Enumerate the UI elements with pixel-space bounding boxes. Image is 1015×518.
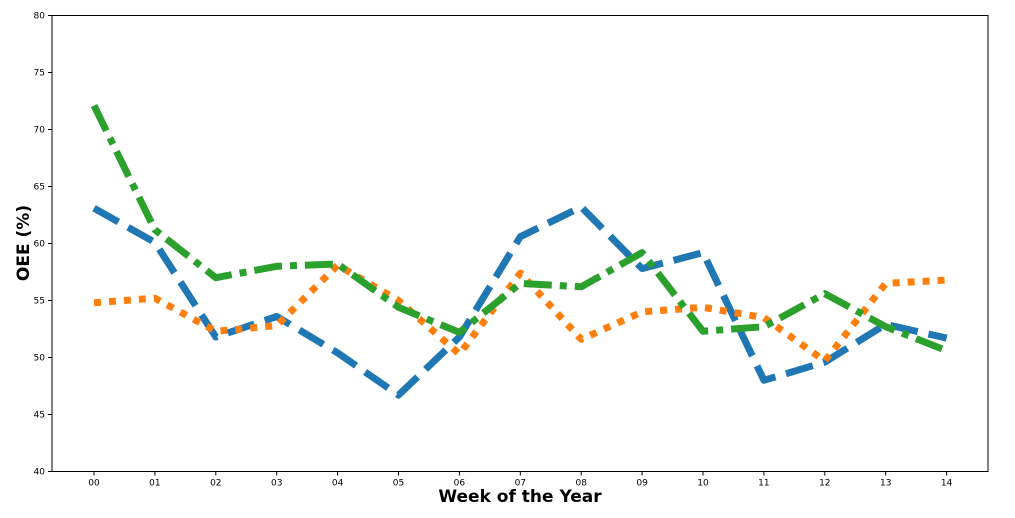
x-tick-label: 03 [271, 479, 282, 489]
x-tick-label: 02 [210, 479, 221, 489]
series-line-1 [92, 203, 948, 399]
x-tick-label: 06 [454, 479, 466, 489]
y-tick-label: 50 [34, 354, 46, 364]
x-tick-label: 10 [697, 479, 709, 489]
y-tick-label: 40 [34, 468, 46, 478]
x-axis-title: Week of the Year [438, 487, 602, 507]
x-tick-label: 04 [332, 479, 344, 489]
x-tick-label: 12 [819, 479, 830, 489]
x-tick-label: 14 [941, 479, 953, 489]
y-tick-label: 75 [34, 69, 45, 79]
x-tick-label: 09 [636, 479, 648, 489]
x-tick-label: 01 [149, 479, 160, 489]
y-tick-label: 55 [34, 297, 45, 307]
x-tick-label: 08 [575, 479, 587, 489]
series-line-3 [90, 104, 948, 354]
series-line-2 [93, 261, 947, 365]
x-axis: 00 01 02 03 04 05 06 07 08 09 10 11 12 13 14 [88, 471, 953, 489]
x-tick-label: 07 [515, 479, 526, 489]
x-tick-label: 00 [88, 479, 100, 489]
x-tick-label: 05 [393, 479, 404, 489]
y-axis-title: OEE (%) [14, 205, 34, 281]
y-tick-label: 60 [34, 240, 46, 250]
series-lines [90, 104, 948, 399]
x-tick-label: 11 [758, 479, 769, 489]
y-axis: 40 45 50 55 60 65 70 75 80 [34, 12, 52, 478]
y-tick-label: 65 [34, 183, 45, 193]
x-tick-label: 13 [880, 479, 891, 489]
y-tick-label: 80 [34, 12, 46, 22]
y-tick-label: 45 [34, 411, 45, 421]
y-tick-label: 70 [34, 126, 46, 136]
